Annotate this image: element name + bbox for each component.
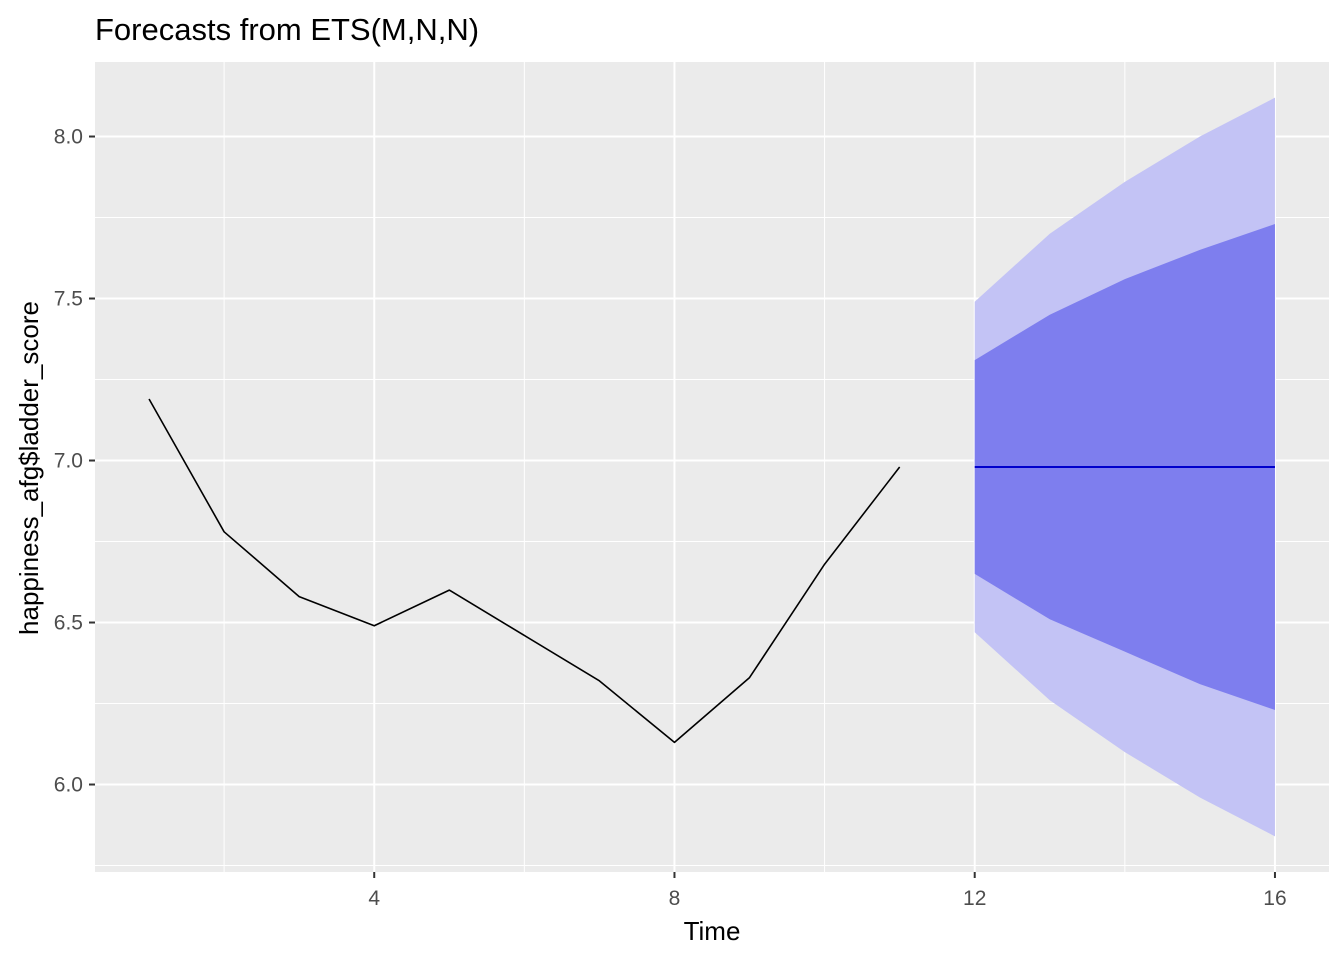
- x-tick-label: 12: [963, 887, 986, 910]
- series-lines: [148, 398, 1275, 744]
- x-tick-label: 8: [669, 887, 681, 910]
- observed-series-line: [148, 398, 901, 744]
- x-tick-label: 16: [1263, 887, 1286, 910]
- y-tick-label: 7.0: [54, 450, 83, 473]
- x-tick-label: 4: [368, 887, 380, 910]
- y-tick-label: 6.5: [54, 612, 83, 635]
- y-axis-title: happiness_afg$ladder_score: [14, 301, 44, 635]
- chart-title: Forecasts from ETS(M,N,N): [95, 12, 479, 47]
- x-axis: 4 8 12 16: [368, 872, 1287, 910]
- y-axis: 6.0 6.5 7.0 7.5 8.0: [54, 126, 95, 797]
- y-tick-label: 6.0: [54, 774, 83, 797]
- x-axis-title: Time: [684, 916, 741, 946]
- y-tick-label: 8.0: [54, 126, 83, 149]
- major-gridlines: [95, 62, 1329, 872]
- y-tick-label: 7.5: [54, 288, 83, 311]
